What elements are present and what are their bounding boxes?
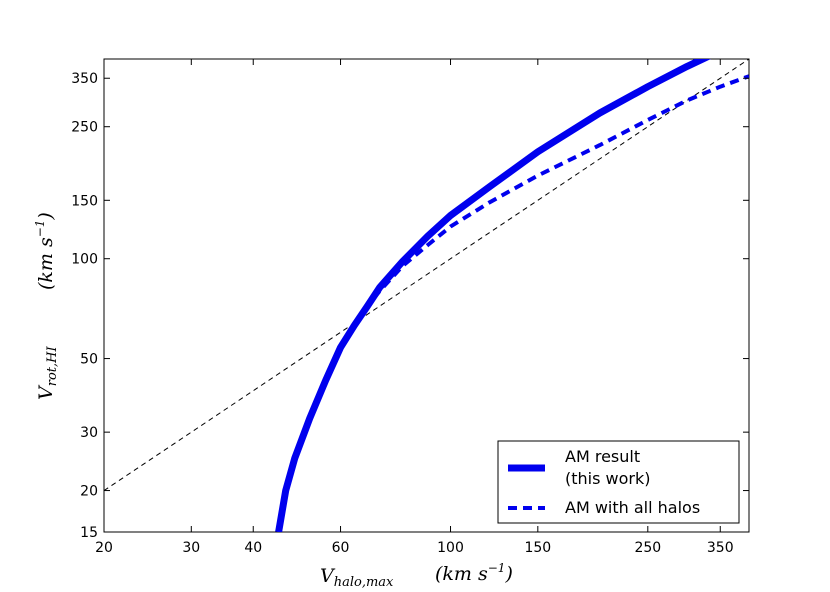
legend-label-am-result-line2: (this work): [565, 469, 650, 488]
y-axis-unit-close: ): [35, 212, 57, 220]
x-axis-label: Vhalo,max (km s−1): [320, 561, 513, 590]
x-axis-label-main: V: [320, 565, 336, 587]
legend: AM result (this work) AM with all halos: [497, 440, 740, 524]
y-tick-label: 30: [80, 425, 98, 441]
x-tick-label: 250: [634, 540, 661, 556]
y-tick-label: 100: [71, 252, 98, 268]
y-axis-ticks: 15 20 30 50 100 150 250 350: [71, 71, 749, 541]
y-axis-unit-exp: −1: [33, 220, 47, 238]
x-axis-unit-exp: −1: [488, 561, 506, 575]
y-axis-label-sub: rot,HI: [45, 346, 60, 387]
x-tick-label: 350: [707, 540, 734, 556]
svg-text:Vhalo,max: Vhalo,max: [320, 565, 394, 590]
y-axis-unit: (km s: [35, 237, 57, 290]
x-axis-unit-close: ): [504, 563, 512, 585]
x-tick-label: 30: [182, 540, 200, 556]
y-tick-label: 250: [71, 120, 98, 136]
series-line-am-result: [275, 59, 711, 532]
svg-text:(km s−1): (km s−1): [435, 561, 513, 585]
x-tick-label: 20: [95, 540, 113, 556]
legend-label-am-result-line1: AM result: [565, 447, 640, 466]
y-tick-label: 350: [71, 71, 98, 87]
x-tick-label: 150: [524, 540, 551, 556]
y-tick-label: 20: [80, 484, 98, 500]
x-tick-label: 60: [332, 540, 350, 556]
x-tick-label: 40: [244, 540, 262, 556]
x-axis-ticks: 20 30 40 60 100 150 250 350: [95, 59, 734, 556]
y-tick-label: 15: [80, 525, 98, 541]
svg-text:Vrot,HI: Vrot,HI: [35, 346, 60, 400]
series-line-one-to-one: [104, 59, 749, 492]
y-tick-label: 50: [80, 352, 98, 368]
y-axis-label-main: V: [35, 384, 57, 400]
y-axis-label: Vrot,HI (km s−1): [33, 212, 60, 400]
svg-text:(km s−1): (km s−1): [33, 212, 57, 290]
x-tick-label: 100: [437, 540, 464, 556]
legend-label-am-all-halos: AM with all halos: [565, 498, 700, 517]
data-layer: [104, 59, 749, 532]
x-axis-unit: (km s: [435, 563, 488, 585]
y-tick-label: 150: [71, 193, 98, 209]
x-axis-label-sub: halo,max: [334, 575, 394, 590]
